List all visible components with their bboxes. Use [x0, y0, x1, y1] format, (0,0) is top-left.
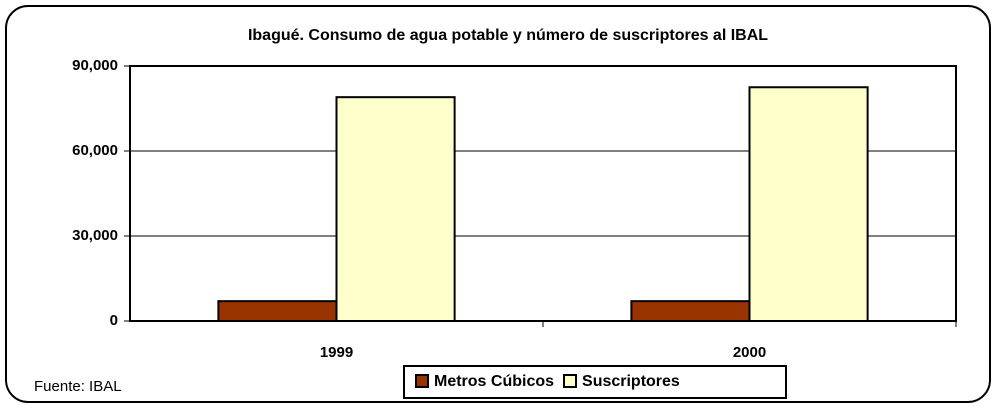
- y-tick-label: 30,000: [72, 227, 118, 244]
- bar: [630, 300, 751, 322]
- legend-box: [403, 365, 787, 399]
- bar: [748, 86, 869, 322]
- legend-swatch: [415, 374, 429, 388]
- y-tick-label: 90,000: [72, 57, 118, 74]
- bar: [217, 300, 338, 322]
- source-note: Fuente: IBAL: [34, 378, 122, 395]
- chart-title: Ibagué. Consumo de agua potable y número…: [248, 27, 768, 44]
- y-tick-label: 60,000: [72, 142, 118, 159]
- legend-label: Suscriptores: [582, 373, 680, 390]
- bar: [335, 96, 456, 322]
- legend-swatch: [563, 374, 578, 388]
- x-tick-label: 1999: [320, 344, 353, 361]
- x-tick-label: 2000: [733, 344, 766, 361]
- plot-frame: [129, 65, 957, 322]
- legend-label: Metros Cúbicos: [434, 373, 554, 390]
- y-tick-label: 0: [110, 312, 118, 329]
